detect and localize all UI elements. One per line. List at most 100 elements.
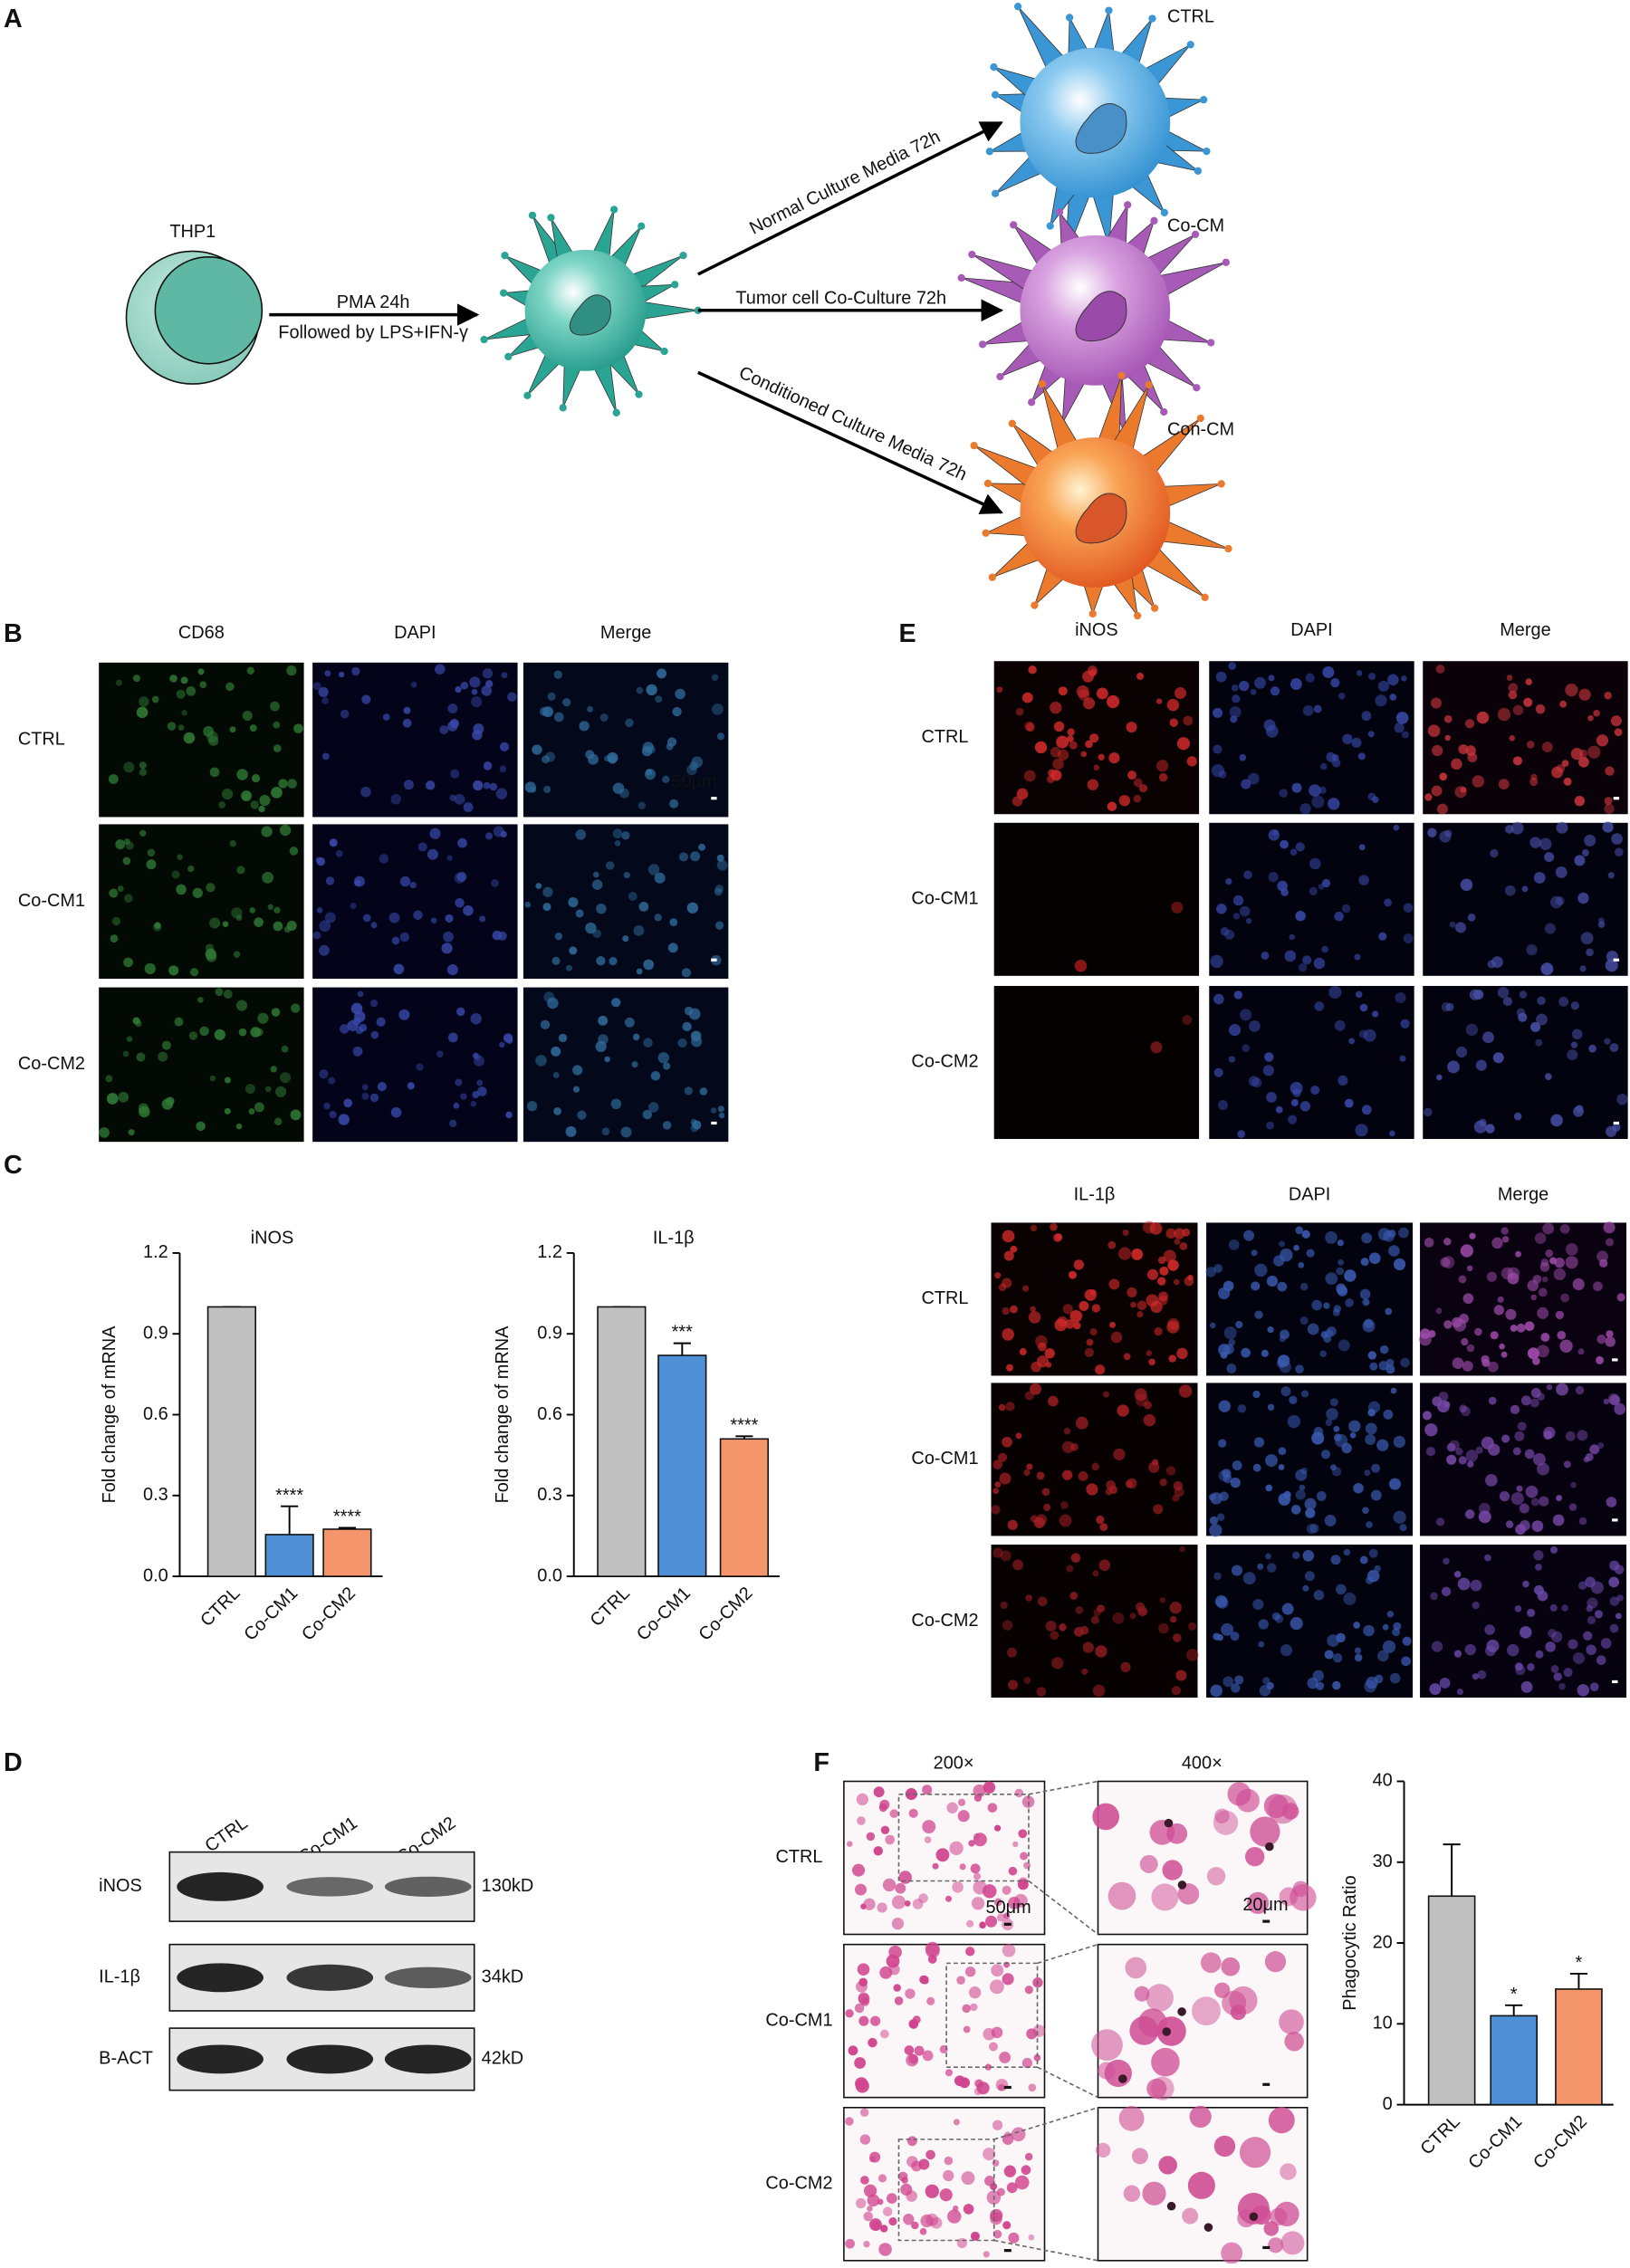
cell-stain <box>1245 917 1252 924</box>
cell-stain <box>863 2184 877 2197</box>
cell-stain <box>1537 1306 1549 1319</box>
y-axis-label: Phagocytic Ratio <box>1340 1875 1360 2010</box>
cell-stain <box>1182 2207 1199 2225</box>
cell-stain <box>1367 731 1375 738</box>
pseudopod-tip <box>978 340 987 349</box>
cell-stain <box>1166 1320 1180 1334</box>
cell-stain <box>1048 1395 1059 1407</box>
cell-stain <box>922 1820 936 1834</box>
cell-stain <box>1278 1464 1285 1470</box>
cell-stain <box>1151 2047 1180 2077</box>
cell-stain <box>1228 662 1237 670</box>
cell-stain <box>1008 1866 1018 1876</box>
cell-stain <box>666 737 677 747</box>
cell-stain <box>1455 1046 1468 1058</box>
cell-stain <box>1089 1327 1098 1336</box>
cell-stain <box>1117 1247 1132 1260</box>
cell-stain <box>221 788 234 800</box>
cell-stain <box>1436 1074 1443 1081</box>
cell-stain <box>577 1110 587 1120</box>
cell-stain <box>1274 2201 1299 2227</box>
panel-label: C <box>4 1151 23 1180</box>
cell-stain <box>654 914 662 922</box>
cell-stain <box>1023 770 1036 782</box>
cell-stain <box>1169 718 1178 727</box>
pseudopod-tip <box>635 390 643 398</box>
cell-stain <box>1559 1339 1573 1353</box>
cell-stain <box>209 767 220 778</box>
cell-stain <box>187 865 195 873</box>
cell-stain <box>1037 1342 1047 1352</box>
scale-bar <box>1613 1121 1620 1125</box>
cell-stain <box>1345 1298 1354 1307</box>
cell-stain <box>177 724 185 732</box>
cell-stain <box>1456 1689 1463 1696</box>
cell-stain <box>1359 1288 1371 1300</box>
cell-stain <box>1556 1495 1562 1502</box>
cell-stain <box>1159 1597 1166 1603</box>
cell-stain <box>963 2025 971 2034</box>
band <box>384 1967 472 1988</box>
cell-stain <box>1514 1605 1522 1612</box>
zoom-box <box>897 2139 995 2242</box>
cell-stain <box>1076 685 1089 698</box>
cell-stain <box>338 1114 350 1125</box>
cell-stain <box>1589 1444 1600 1455</box>
cell-stain <box>994 1481 1002 1488</box>
cell-stain <box>1469 1232 1476 1239</box>
cell-stain <box>1540 962 1554 976</box>
cell-stain <box>1517 1421 1527 1431</box>
band <box>177 1963 264 1993</box>
cell-stain <box>1081 1668 1088 1675</box>
band <box>286 1877 374 1897</box>
cell-stain <box>1422 1411 1432 1421</box>
cell-stain <box>990 2212 1002 2225</box>
cell-stain <box>1332 1653 1343 1663</box>
cell-stain <box>242 711 253 722</box>
cell-stain <box>1362 1319 1376 1333</box>
cell-stain <box>1055 1233 1063 1240</box>
cell-stain <box>476 1086 487 1096</box>
cell-stain <box>1264 1052 1274 1062</box>
cell-stain <box>1484 1554 1491 1562</box>
cell-stain <box>1179 1242 1188 1250</box>
cell-stain <box>1213 1067 1223 1077</box>
cell-stain <box>1366 1521 1373 1528</box>
cell-stain <box>1108 1278 1120 1290</box>
cell-stain <box>906 2156 918 2168</box>
cell-stain <box>1036 1514 1048 1526</box>
cell-stain <box>1498 779 1510 790</box>
cell-stain <box>918 2158 930 2170</box>
cell-stain <box>1242 1572 1256 1585</box>
cell-stain <box>1551 766 1564 779</box>
cell-stain <box>1290 1617 1303 1631</box>
cell-stain <box>1341 904 1351 914</box>
cell-stain <box>1210 1322 1216 1329</box>
cell-stain <box>1570 747 1584 761</box>
cell-stain <box>1419 1333 1432 1346</box>
cell-stain <box>1435 1517 1445 1526</box>
cell-stain <box>1007 1647 1017 1658</box>
cell-stain <box>460 681 469 690</box>
pseudopod-tip <box>996 372 1004 381</box>
cell-stain <box>1280 1329 1290 1340</box>
cell-stain <box>246 666 254 675</box>
cell-stain <box>1301 955 1312 965</box>
cell-stain <box>945 1895 953 1902</box>
cell-stain <box>1138 784 1148 793</box>
cell-stain <box>1439 1678 1451 1689</box>
cell-stain <box>1003 1250 1014 1261</box>
cell-stain <box>293 723 303 733</box>
cell-stain <box>1073 1321 1081 1330</box>
cell-stain <box>1443 1401 1451 1408</box>
cell-stain <box>1266 1275 1279 1287</box>
cell-stain <box>1002 1230 1015 1243</box>
cell-stain <box>1393 1435 1405 1449</box>
cell-stain <box>1153 1504 1164 1515</box>
cell-stain <box>1062 1469 1073 1480</box>
cell-stain <box>879 1966 893 1979</box>
micrograph <box>1091 1943 1309 2101</box>
cell-stain <box>1535 1038 1543 1047</box>
cell-stain <box>1482 1031 1494 1044</box>
pseudopod-tip <box>1222 258 1231 266</box>
